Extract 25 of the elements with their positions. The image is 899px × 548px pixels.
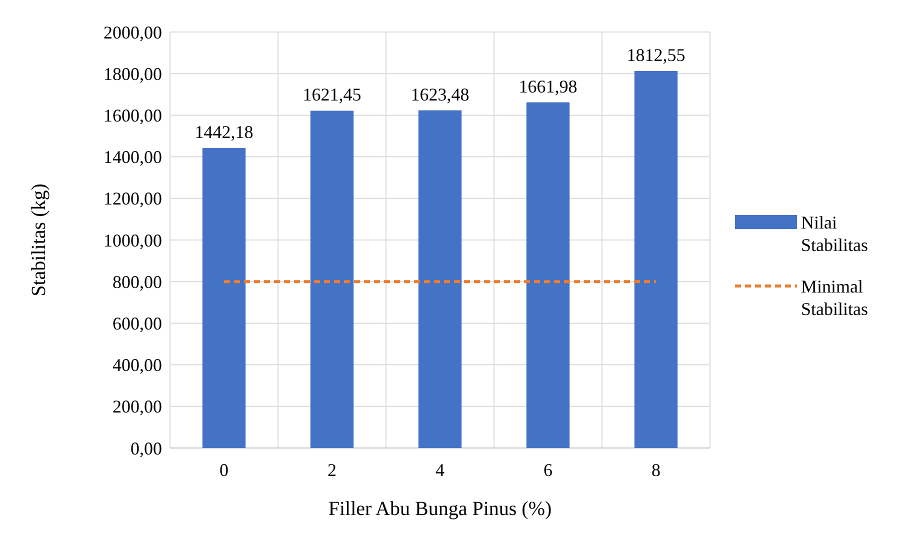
data-label: 1812,55 <box>626 44 686 65</box>
y-tick-label: 2000,00 <box>104 22 162 42</box>
y-tick-label: 200,00 <box>112 396 162 417</box>
y-tick-label: 1600,00 <box>104 106 162 126</box>
x-axis-title: Filler Abu Bunga Pinus (%) <box>328 498 552 520</box>
y-axis-title: Stabilitas (kg) <box>28 184 50 296</box>
y-tick-label: 1200,00 <box>104 188 162 209</box>
x-tick-label: 2 <box>328 460 336 480</box>
data-label: 1661,98 <box>518 76 578 96</box>
y-tick-label: 1800,00 <box>104 64 162 84</box>
data-label: 1442,18 <box>194 122 254 142</box>
y-tick-label: 1000,00 <box>104 230 162 250</box>
x-tick-label: 6 <box>544 460 552 480</box>
y-tick-label: 400,00 <box>112 355 162 376</box>
y-tick-label: 600,00 <box>112 314 162 334</box>
y-tick-label: 800,00 <box>112 272 162 292</box>
legend-label: Nilai Stabilitas <box>801 212 868 255</box>
legend-label: Minimal Stabilitas <box>801 276 868 319</box>
data-label: 1623,48 <box>410 84 470 104</box>
x-tick-label: 4 <box>436 460 444 480</box>
x-tick-label: 8 <box>652 460 660 480</box>
x-tick-label: 0 <box>220 460 228 480</box>
data-label: 1621,45 <box>302 84 362 105</box>
y-tick-label: 1400,00 <box>104 147 162 168</box>
y-tick-label: 0,00 <box>130 438 162 458</box>
